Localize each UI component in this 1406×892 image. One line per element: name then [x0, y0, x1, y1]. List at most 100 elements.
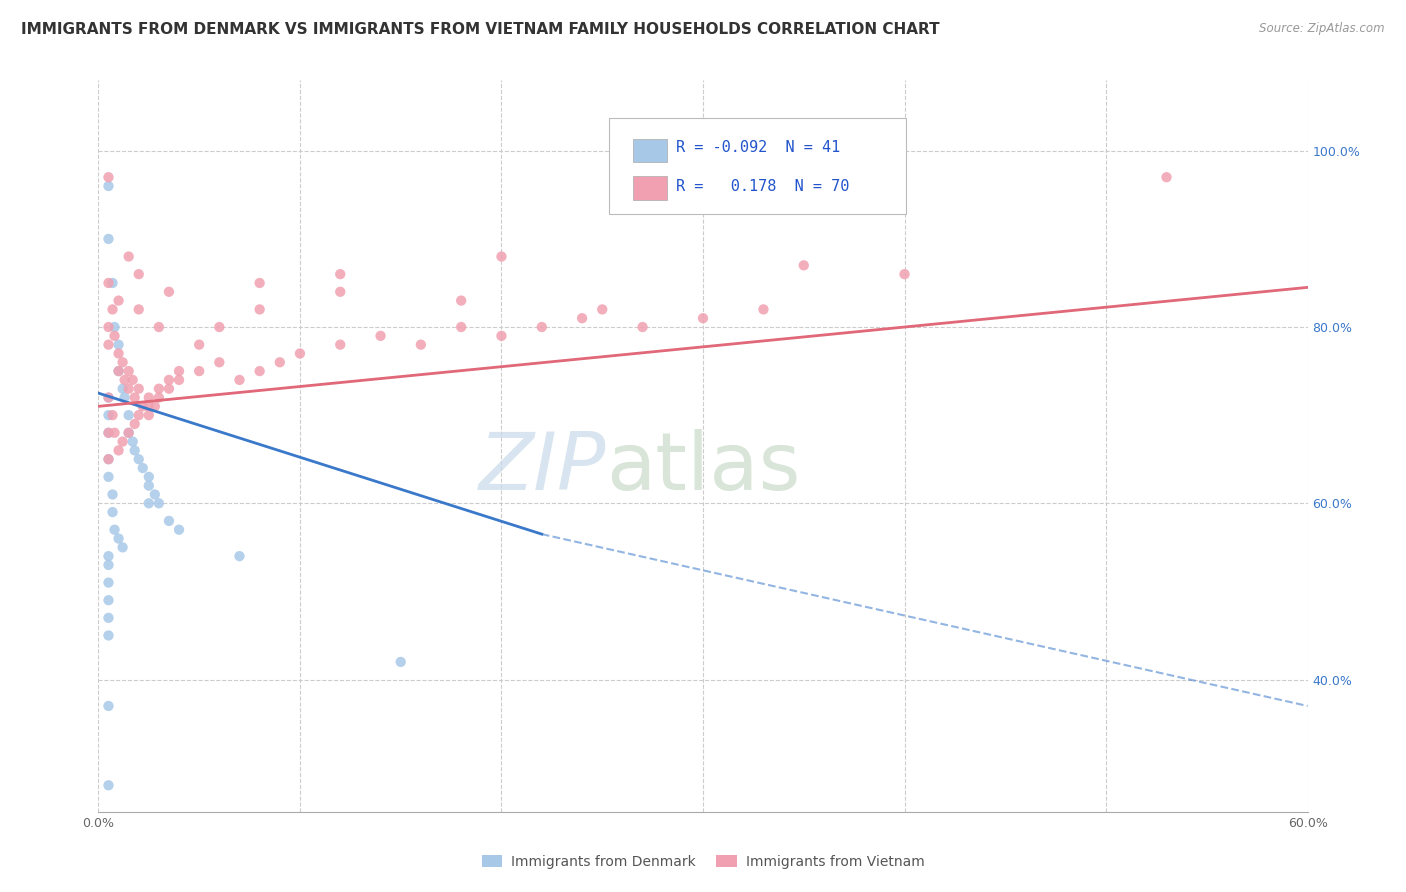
Text: IMMIGRANTS FROM DENMARK VS IMMIGRANTS FROM VIETNAM FAMILY HOUSEHOLDS CORRELATION: IMMIGRANTS FROM DENMARK VS IMMIGRANTS FR…: [21, 22, 939, 37]
Point: [148, 382, 170, 396]
Point: [97, 452, 120, 467]
Point: [118, 408, 141, 422]
Point: [167, 373, 190, 387]
Point: [148, 391, 170, 405]
Point: [208, 355, 231, 369]
Point: [692, 311, 714, 326]
Point: [107, 443, 129, 458]
Point: [148, 320, 170, 334]
Point: [249, 302, 271, 317]
Point: [101, 505, 124, 519]
Point: [97, 549, 120, 563]
Point: [571, 311, 593, 326]
FancyBboxPatch shape: [633, 177, 666, 200]
Text: ZIP: ZIP: [479, 429, 606, 507]
Point: [111, 541, 134, 555]
Point: [409, 337, 432, 351]
Point: [97, 425, 120, 440]
FancyBboxPatch shape: [609, 119, 905, 214]
Point: [329, 285, 352, 299]
Point: [148, 496, 170, 510]
Point: [132, 461, 155, 475]
Point: [143, 487, 166, 501]
Point: [329, 267, 352, 281]
Point: [124, 391, 146, 405]
Point: [249, 364, 271, 378]
Point: [97, 391, 120, 405]
Point: [97, 170, 120, 185]
FancyBboxPatch shape: [633, 138, 666, 162]
Point: [97, 628, 120, 642]
Point: [128, 452, 150, 467]
Point: [97, 408, 120, 422]
Point: [114, 373, 136, 387]
Point: [138, 391, 160, 405]
Point: [893, 267, 915, 281]
Point: [138, 408, 160, 422]
Point: [138, 496, 160, 510]
Point: [107, 293, 129, 308]
Point: [128, 408, 150, 422]
Point: [97, 337, 120, 351]
Point: [97, 575, 120, 590]
Point: [138, 400, 160, 414]
Point: [208, 320, 231, 334]
Point: [491, 329, 513, 343]
Point: [491, 250, 513, 264]
Point: [97, 232, 120, 246]
Point: [157, 285, 180, 299]
Point: [269, 355, 291, 369]
Point: [631, 320, 654, 334]
Point: [101, 302, 124, 317]
Point: [1156, 170, 1178, 185]
Point: [389, 655, 412, 669]
Point: [103, 425, 125, 440]
Point: [128, 302, 150, 317]
Point: [228, 549, 250, 563]
Point: [188, 364, 211, 378]
Point: [111, 382, 134, 396]
Point: [530, 320, 553, 334]
Point: [157, 382, 180, 396]
Point: [97, 698, 120, 713]
Point: [188, 337, 211, 351]
Point: [157, 514, 180, 528]
Point: [249, 276, 271, 290]
Point: [752, 302, 775, 317]
Point: [288, 346, 311, 360]
Point: [114, 391, 136, 405]
Point: [118, 425, 141, 440]
Point: [450, 320, 472, 334]
Point: [370, 329, 392, 343]
Point: [132, 400, 155, 414]
Point: [107, 364, 129, 378]
Point: [128, 267, 150, 281]
Point: [107, 337, 129, 351]
Point: [118, 382, 141, 396]
Point: [97, 778, 120, 792]
Point: [793, 258, 815, 272]
Point: [103, 329, 125, 343]
Point: [97, 320, 120, 334]
Point: [138, 470, 160, 484]
Point: [128, 382, 150, 396]
Point: [103, 320, 125, 334]
Point: [118, 425, 141, 440]
Point: [97, 452, 120, 467]
Point: [329, 337, 352, 351]
Text: Source: ZipAtlas.com: Source: ZipAtlas.com: [1260, 22, 1385, 36]
Point: [101, 487, 124, 501]
Point: [101, 276, 124, 290]
Point: [107, 532, 129, 546]
Point: [111, 355, 134, 369]
Point: [124, 443, 146, 458]
Point: [97, 276, 120, 290]
Point: [118, 250, 141, 264]
Point: [101, 408, 124, 422]
Point: [107, 346, 129, 360]
Point: [97, 558, 120, 572]
Point: [143, 400, 166, 414]
Point: [121, 373, 143, 387]
Point: [97, 470, 120, 484]
Point: [228, 373, 250, 387]
